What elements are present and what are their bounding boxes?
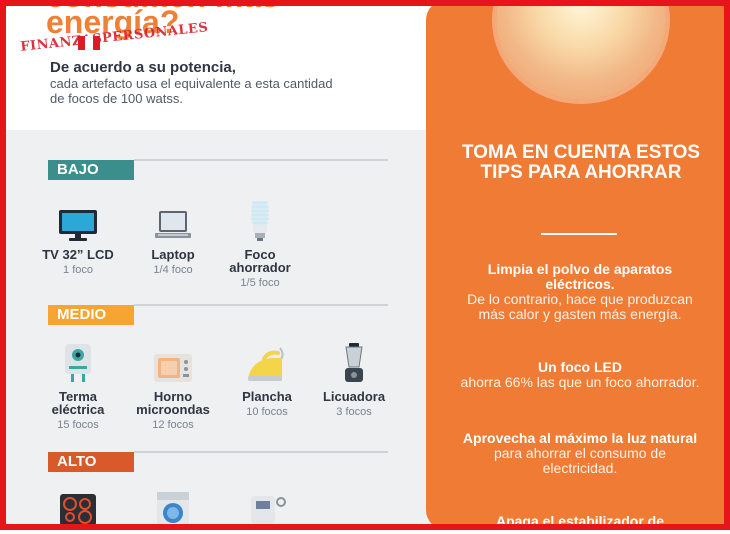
- section-divider: [134, 159, 388, 161]
- appliance-water-heater: Terma eléctrica 15 focos: [33, 340, 123, 431]
- subtitle-text: cada artefacto usa el equivalente a esta…: [50, 76, 333, 106]
- microwave-icon: [128, 340, 218, 384]
- tip-text: ahorra 66% las que un foco ahorrador.: [460, 374, 700, 390]
- appliance-name: Horno microondas: [136, 389, 210, 417]
- section-divider: [134, 451, 388, 453]
- appliance-name: TV 32” LCD: [42, 247, 114, 262]
- header-area: [0, 0, 432, 130]
- iron-icon: [222, 340, 312, 384]
- section-label-medio: MEDIO: [48, 305, 134, 325]
- section-divider: [134, 304, 388, 306]
- section-label-bajo: BAJO: [48, 160, 134, 180]
- tip-4: Apaga el estabilizador de: [458, 514, 702, 529]
- tip-bold: Limpia el polvo de aparatos eléctricos.: [487, 261, 673, 292]
- water-heater-icon: [33, 340, 123, 384]
- washing-machine-icon: [128, 484, 218, 528]
- tip-text: De lo contrario, hace que produzcan más …: [467, 291, 693, 322]
- tip-text: para ahorrar el consumo de electricidad.: [494, 445, 666, 476]
- peru-flag-icon: [78, 36, 100, 50]
- tip-bold: Un foco LED: [538, 359, 622, 375]
- appliance-qty: 3 focos: [336, 406, 372, 418]
- appliance-qty: 12 focos: [152, 419, 194, 431]
- appliance-name: Laptop: [151, 247, 195, 262]
- appliance-qty: 1/5 foco: [240, 277, 280, 289]
- appliance-laptop: Laptop 1/4 foco: [128, 198, 218, 276]
- appliance-cfl: Foco ahorrador 1/5 foco: [215, 198, 305, 289]
- laptop-icon: [128, 198, 218, 242]
- subtitle-bold: De acuerdo a su potencia,: [50, 59, 236, 76]
- tip-3: Aprovecha al máximo la luz natural para …: [458, 431, 702, 476]
- tip-bold: Aprovecha al máximo la luz natural: [462, 430, 698, 446]
- tips-title: TOMA EN CUENTA ESTOS TIPS PARA AHORRAR: [461, 142, 701, 183]
- appliance-qty: 15 focos: [57, 419, 99, 431]
- electric-shower-icon: [222, 484, 312, 528]
- appliance-name: Plancha: [242, 389, 292, 404]
- tip-2: Un foco LED ahorra 66% las que un foco a…: [458, 360, 702, 390]
- appliance-qty: 10 focos: [246, 406, 288, 418]
- appliance-washer: [128, 484, 218, 534]
- appliance-name: Terma eléctrica: [51, 389, 105, 417]
- cfl-bulb-icon: [215, 198, 305, 242]
- section-label-alto: ALTO: [48, 452, 134, 472]
- tv-icon: [33, 198, 123, 242]
- appliance-name: Foco ahorrador: [229, 247, 291, 275]
- tips-divider: [541, 233, 617, 235]
- stove-icon: [33, 484, 123, 528]
- tip-1: Limpia el polvo de aparatos eléctricos. …: [458, 262, 702, 322]
- tip-bold: Apaga el estabilizador de: [495, 513, 665, 529]
- appliance-stove: [33, 484, 123, 534]
- appliance-name: Licuadora: [322, 389, 386, 404]
- appliance-qty: 1 foco: [63, 264, 93, 276]
- appliance-microwave: Horno microondas 12 focos: [128, 340, 218, 431]
- blender-icon: [309, 340, 399, 384]
- appliance-iron: Plancha 10 focos: [222, 340, 312, 418]
- appliance-blender: Licuadora 3 focos: [309, 340, 399, 418]
- appliance-qty: 1/4 foco: [153, 264, 193, 276]
- appliance-shower-heater: [222, 484, 312, 534]
- headline: energía?: [46, 4, 180, 40]
- appliance-tv: TV 32” LCD 1 foco: [33, 198, 123, 276]
